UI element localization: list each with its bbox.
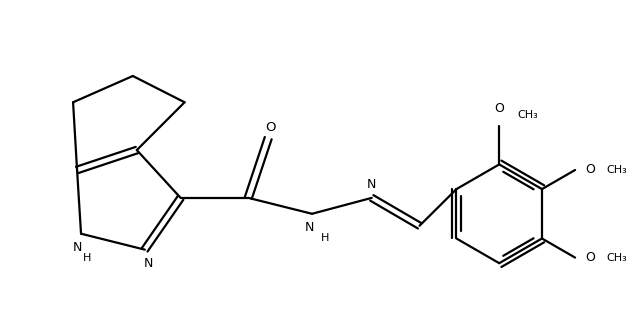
Text: O: O (586, 163, 595, 177)
Text: N: N (72, 241, 82, 254)
Text: N: N (305, 221, 314, 234)
Text: N: N (367, 178, 376, 191)
Text: CH₃: CH₃ (518, 110, 538, 120)
Text: H: H (321, 233, 329, 243)
Text: CH₃: CH₃ (606, 253, 627, 263)
Text: N: N (144, 257, 154, 270)
Text: CH₃: CH₃ (606, 165, 627, 175)
Text: O: O (586, 251, 595, 264)
Text: H: H (83, 253, 92, 263)
Text: O: O (266, 121, 276, 134)
Text: O: O (494, 102, 504, 115)
